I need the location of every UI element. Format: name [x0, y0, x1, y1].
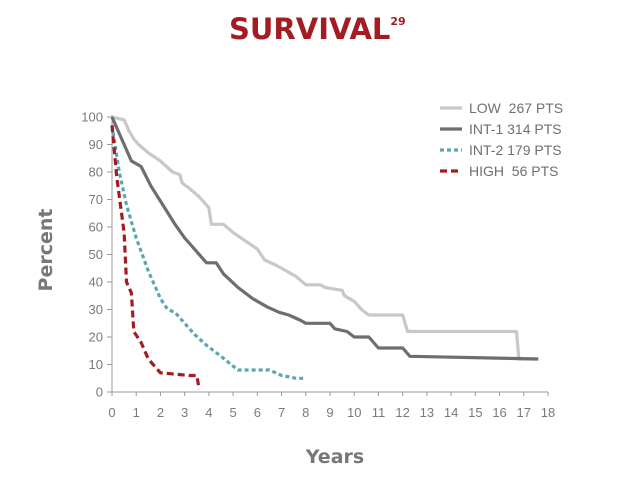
x-tick-label: 18: [541, 405, 555, 420]
legend-label-int-2: INT-2 179 PTS: [469, 142, 562, 158]
series-line-high: [110, 125, 201, 390]
axes: [108, 115, 548, 393]
series-lines: [110, 115, 539, 390]
y-tick-label: 100: [81, 110, 103, 125]
y-tick-label: 40: [89, 275, 103, 290]
x-axis-ticks: 0 1 2 3 4 5 6 7 8 9 10 11 12 13 14 15 16 17 18: [108, 392, 555, 420]
x-tick-label: 14: [444, 405, 458, 420]
chart-title-main: SURVIVAL: [229, 12, 390, 46]
series-line-int-2: [110, 125, 306, 380]
x-tick-label: 3: [181, 405, 188, 420]
chart-title-superscript: 29: [390, 15, 405, 28]
y-tick-label: 20: [89, 330, 103, 345]
x-tick-label: 11: [372, 405, 386, 420]
x-tick-label: 10: [347, 405, 361, 420]
y-tick-label: 50: [89, 247, 103, 262]
x-tick-label: 9: [326, 405, 333, 420]
x-tick-label: 6: [254, 405, 261, 420]
x-tick-label: 1: [133, 405, 140, 420]
x-tick-label: 17: [517, 405, 531, 420]
x-tick-label: 12: [395, 405, 409, 420]
y-tick-label: 60: [89, 220, 103, 235]
y-tick-label: 80: [89, 165, 103, 180]
y-tick-label: 10: [89, 357, 103, 372]
x-tick-label: 0: [108, 405, 115, 420]
x-tick-label: 13: [420, 405, 434, 420]
y-axis-label: Percent: [35, 209, 57, 292]
x-tick-label: 4: [205, 405, 212, 420]
legend-label-int-1: INT-1 314 PTS: [469, 121, 562, 137]
legend: LOW 267 PTS INT-1 314 PTS INT-2 179 PTS HIG…: [440, 100, 563, 179]
y-axis-ticks: 0 10 20 30 40 50 60 70 80 90 100: [81, 110, 112, 400]
x-tick-label: 2: [157, 405, 164, 420]
series-line-low: [111, 115, 536, 361]
x-tick-label: 15: [468, 405, 482, 420]
x-axis-label: Years: [305, 446, 364, 468]
y-tick-label: 90: [89, 137, 103, 152]
x-tick-label: 5: [229, 405, 236, 420]
x-tick-label: 16: [492, 405, 506, 420]
chart-title: SURVIVAL29: [229, 12, 406, 46]
legend-label-high: HIGH 56 PTS: [469, 163, 558, 179]
x-tick-label: 8: [302, 405, 309, 420]
x-tick-label: 7: [278, 405, 285, 420]
series-line-int-1: [110, 116, 539, 361]
legend-label-low: LOW 267 PTS: [469, 100, 563, 116]
y-tick-label: 0: [96, 385, 103, 400]
y-tick-label: 30: [89, 302, 103, 317]
y-tick-label: 70: [89, 192, 103, 207]
